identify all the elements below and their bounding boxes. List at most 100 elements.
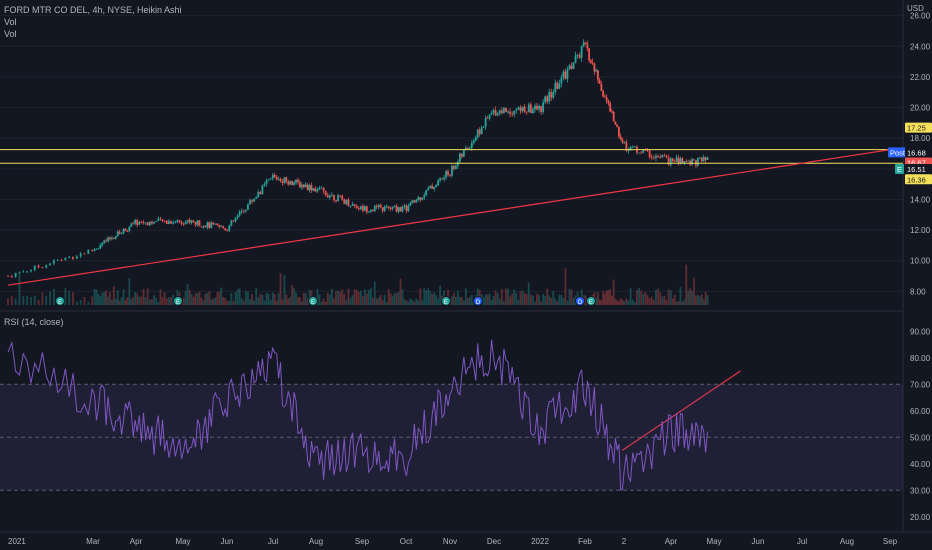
- volume-bar: [109, 291, 111, 305]
- candle-body: [691, 159, 693, 165]
- candle-body: [214, 223, 217, 225]
- candle-body: [536, 105, 538, 110]
- candle-body: [351, 204, 354, 206]
- candle-body: [451, 165, 453, 176]
- candle-body: [49, 263, 51, 266]
- candle-body: [488, 114, 491, 119]
- volume-bar: [657, 288, 659, 305]
- rsi-tick-label: 60.00: [910, 407, 931, 416]
- symbol-legend[interactable]: FORD MTR CO DEL, 4h, NYSE, Heikin Ashi V…: [4, 4, 182, 40]
- time-axis[interactable]: 2021 Mar Apr May Jun Jul Aug Sep Oct Nov Dec 2022 Fe…: [8, 537, 898, 546]
- price-levels[interactable]: [0, 149, 903, 451]
- candle-body: [534, 105, 536, 110]
- volume-bar: [343, 293, 346, 305]
- candles[interactable]: [7, 39, 709, 278]
- candle-body: [232, 220, 235, 222]
- volume-bar: [257, 297, 260, 305]
- lower-level-label: 16.36: [907, 175, 926, 184]
- volume-bar: [423, 288, 426, 305]
- candle-body: [595, 70, 598, 72]
- candle-body: [343, 199, 346, 205]
- candle-body: [548, 92, 551, 102]
- volume-bar: [267, 293, 270, 305]
- candle-body: [300, 184, 303, 188]
- candle-body: [492, 110, 495, 113]
- candle-body: [134, 220, 137, 224]
- candle-body: [103, 240, 106, 244]
- volume-bar: [371, 297, 374, 305]
- candle-body: [525, 111, 528, 113]
- candle-body: [91, 249, 94, 251]
- candle-body: [168, 221, 170, 224]
- volume-bar: [140, 296, 143, 305]
- candle-body: [669, 158, 672, 165]
- candle-body: [544, 96, 547, 103]
- candle-body: [255, 197, 258, 199]
- volume-bar: [500, 289, 503, 305]
- volume-bar: [544, 296, 547, 305]
- rsi-axis[interactable]: 90.00 80.00 70.00 60.00 50.00 40.00 30.00 20.00: [910, 327, 931, 522]
- volume-bar: [411, 299, 414, 305]
- candle-body: [476, 129, 479, 138]
- candle-body: [629, 147, 632, 151]
- candle-body: [138, 221, 141, 225]
- volume-bar: [216, 292, 219, 305]
- candle-body: [18, 272, 21, 274]
- volume-bar: [165, 298, 168, 305]
- volume-bar: [385, 301, 388, 305]
- vol-legend-1[interactable]: Vol: [4, 17, 17, 27]
- candle-body: [97, 248, 100, 250]
- volume-bar: [335, 291, 337, 305]
- volume-bar: [636, 290, 638, 305]
- volume-bar: [353, 289, 356, 305]
- volume-bar: [413, 301, 416, 305]
- candle-body: [293, 182, 295, 185]
- candle-body: [661, 155, 664, 158]
- candle-body: [593, 63, 596, 72]
- candle-body: [7, 276, 9, 277]
- candle-body: [337, 195, 339, 202]
- volume-bar: [222, 296, 225, 305]
- volume-bar: [263, 300, 266, 305]
- event-marker: D: [575, 296, 585, 306]
- candle-body: [474, 137, 477, 141]
- candle-body: [295, 179, 297, 183]
- candle-body: [401, 206, 404, 212]
- candle-body: [226, 230, 229, 232]
- volume-bar: [295, 292, 297, 305]
- candle-body: [576, 55, 579, 56]
- volume-bar: [706, 295, 709, 305]
- volume-bar: [529, 294, 532, 305]
- rsi-title[interactable]: RSI (14, close): [4, 317, 64, 327]
- price-tick-label: 22.00: [910, 73, 931, 82]
- volume-bar: [437, 298, 440, 305]
- candle-body: [297, 179, 299, 183]
- candle-body: [558, 83, 561, 89]
- volume-bar: [397, 291, 400, 305]
- candle-body: [421, 197, 424, 200]
- candle-body: [413, 200, 416, 203]
- candle-body: [574, 55, 577, 63]
- volume-bar: [564, 268, 567, 305]
- vol-legend-2[interactable]: Vol: [4, 29, 17, 39]
- candle-body: [433, 186, 436, 189]
- candle-body: [435, 185, 438, 187]
- volume-bar: [128, 278, 131, 305]
- symbol-title[interactable]: FORD MTR CO DEL, 4h, NYSE, Heikin Ashi: [4, 5, 182, 15]
- candle-body: [365, 206, 368, 213]
- volume-bar: [702, 299, 705, 305]
- candle-body: [650, 157, 653, 158]
- volume-bar: [584, 295, 587, 305]
- volume-bar: [515, 292, 518, 305]
- volume-bar: [369, 288, 372, 305]
- candle-body: [383, 206, 386, 211]
- candle-body: [174, 222, 177, 223]
- rsi-legend[interactable]: RSI (14, close): [4, 316, 64, 328]
- price-tick-label: 12.00: [910, 226, 931, 235]
- volume-bar: [261, 294, 264, 305]
- volume-bar: [652, 300, 655, 305]
